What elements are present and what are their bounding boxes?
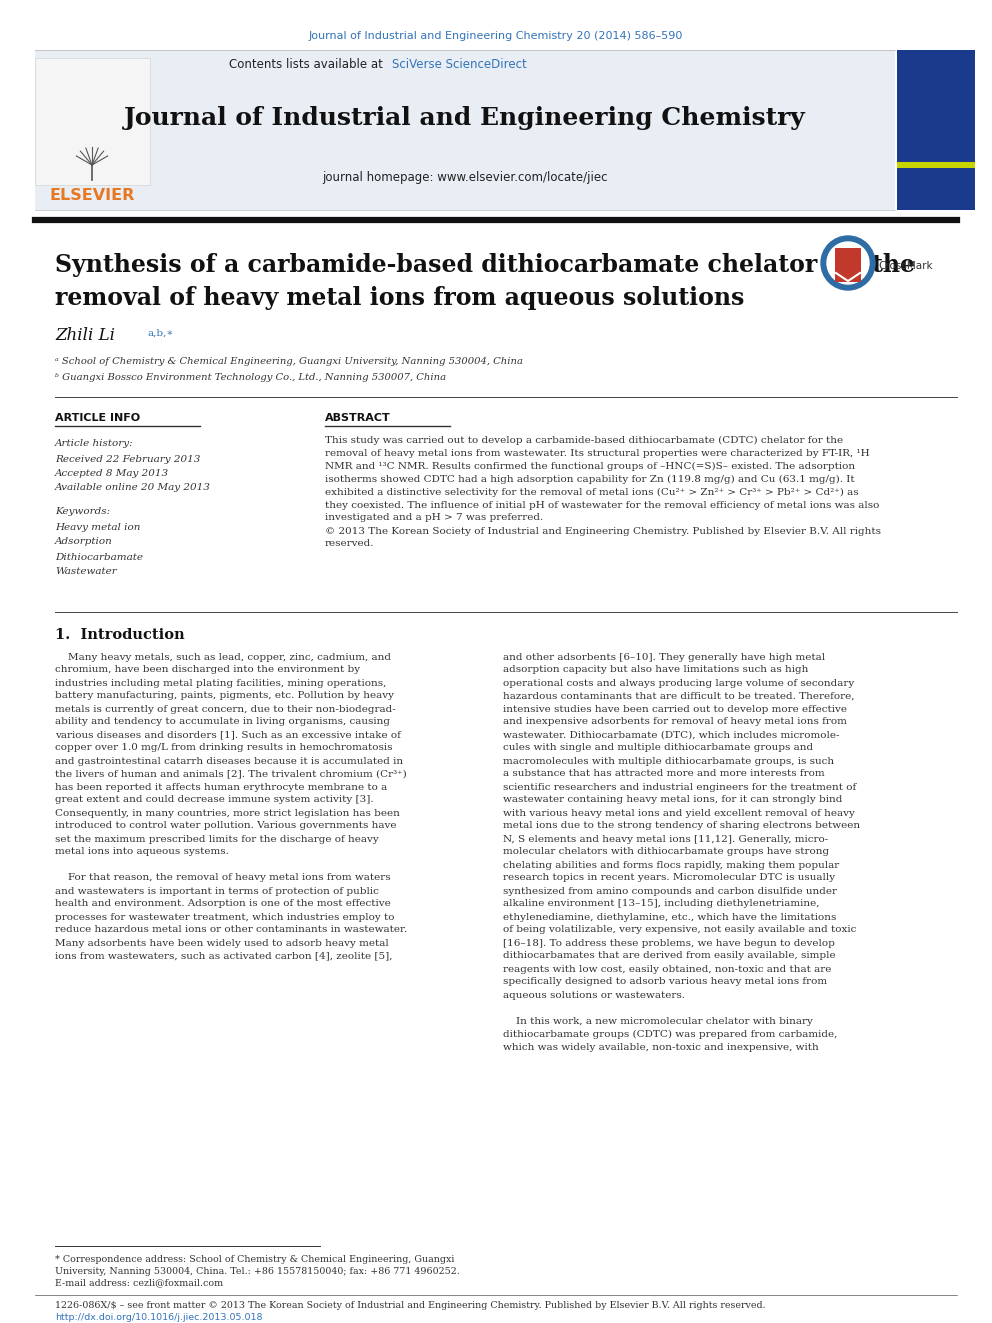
Text: University, Nanning 530004, China. Tel.: +86 15578150040; fax: +86 771 4960252.: University, Nanning 530004, China. Tel.:…	[55, 1266, 459, 1275]
Text: wastewater containing heavy metal ions, for it can strongly bind: wastewater containing heavy metal ions, …	[503, 795, 842, 804]
Text: SciVerse ScienceDirect: SciVerse ScienceDirect	[392, 58, 527, 71]
Text: and inexpensive adsorbents for removal of heavy metal ions from: and inexpensive adsorbents for removal o…	[503, 717, 847, 726]
Text: For that reason, the removal of heavy metal ions from waters: For that reason, the removal of heavy me…	[55, 873, 391, 882]
FancyBboxPatch shape	[897, 161, 975, 168]
Text: copper over 1.0 mg/L from drinking results in hemochromatosis: copper over 1.0 mg/L from drinking resul…	[55, 744, 393, 753]
Text: Zhili Li: Zhili Li	[55, 328, 115, 344]
Text: a,b,∗: a,b,∗	[148, 328, 175, 337]
Text: * Correspondence address: School of Chemistry & Chemical Engineering, Guangxi: * Correspondence address: School of Chem…	[55, 1254, 454, 1263]
Text: battery manufacturing, paints, pigments, etc. Pollution by heavy: battery manufacturing, paints, pigments,…	[55, 692, 394, 700]
Text: macromolecules with multiple dithiocarbamate groups, is such: macromolecules with multiple dithiocarba…	[503, 757, 834, 766]
Text: Adsorption: Adsorption	[55, 537, 113, 546]
Text: various diseases and disorders [1]. Such as an excessive intake of: various diseases and disorders [1]. Such…	[55, 730, 401, 740]
Text: [16–18]. To address these problems, we have begun to develop: [16–18]. To address these problems, we h…	[503, 938, 835, 947]
Text: aqueous solutions or wastewaters.: aqueous solutions or wastewaters.	[503, 991, 685, 999]
Text: specifically designed to adsorb various heavy metal ions from: specifically designed to adsorb various …	[503, 978, 827, 987]
Text: Received 22 February 2013: Received 22 February 2013	[55, 455, 200, 463]
Text: and other adsorbents [6–10]. They generally have high metal: and other adsorbents [6–10]. They genera…	[503, 652, 825, 662]
Text: they coexisted. The influence of initial pH of wastewater for the removal effici: they coexisted. The influence of initial…	[325, 500, 879, 509]
FancyBboxPatch shape	[35, 50, 895, 210]
Text: molecular chelators with dithiocarbamate groups have strong: molecular chelators with dithiocarbamate…	[503, 848, 829, 856]
Text: dithiocarbamate groups (CDTC) was prepared from carbamide,: dithiocarbamate groups (CDTC) was prepar…	[503, 1029, 837, 1039]
Text: ARTICLE INFO: ARTICLE INFO	[55, 413, 140, 423]
Text: removal of heavy metal ions from wastewater. Its structural properties were char: removal of heavy metal ions from wastewa…	[325, 448, 870, 458]
Text: research topics in recent years. Micromolecular DTC is usually: research topics in recent years. Micromo…	[503, 873, 835, 882]
Text: Accepted 8 May 2013: Accepted 8 May 2013	[55, 468, 169, 478]
Text: health and environment. Adsorption is one of the most effective: health and environment. Adsorption is on…	[55, 900, 391, 909]
Text: Available online 20 May 2013: Available online 20 May 2013	[55, 483, 211, 492]
Text: wastewater. Dithiocarbamate (DTC), which includes micromole-: wastewater. Dithiocarbamate (DTC), which…	[503, 730, 839, 740]
Text: a substance that has attracted more and more interests from: a substance that has attracted more and …	[503, 770, 824, 778]
Text: dithiocarbamates that are derived from easily available, simple: dithiocarbamates that are derived from e…	[503, 951, 835, 960]
Text: hazardous contaminants that are difficult to be treated. Therefore,: hazardous contaminants that are difficul…	[503, 692, 854, 700]
Text: Keywords:: Keywords:	[55, 508, 110, 516]
Text: reagents with low cost, easily obtained, non-toxic and that are: reagents with low cost, easily obtained,…	[503, 964, 831, 974]
Text: http://dx.doi.org/10.1016/j.jiec.2013.05.018: http://dx.doi.org/10.1016/j.jiec.2013.05…	[55, 1312, 263, 1322]
Text: Wastewater: Wastewater	[55, 568, 117, 577]
Text: E-mail address: cezli@foxmail.com: E-mail address: cezli@foxmail.com	[55, 1278, 223, 1287]
Text: intensive studies have been carried out to develop more effective: intensive studies have been carried out …	[503, 705, 847, 713]
Text: NMR and ¹³C NMR. Results confirmed the functional groups of –HNC(=S)S– existed. : NMR and ¹³C NMR. Results confirmed the f…	[325, 462, 855, 471]
FancyBboxPatch shape	[897, 50, 975, 210]
Text: ᵃ School of Chemistry & Chemical Engineering, Guangxi University, Nanning 530004: ᵃ School of Chemistry & Chemical Enginee…	[55, 357, 523, 366]
Text: ethylenediamine, diethylamine, etc., which have the limitations: ethylenediamine, diethylamine, etc., whi…	[503, 913, 836, 922]
Text: investigated and a pH > 7 was preferred.: investigated and a pH > 7 was preferred.	[325, 513, 544, 523]
Text: Article history:: Article history:	[55, 439, 134, 448]
Text: Journal of Industrial and Engineering Chemistry: Journal of Industrial and Engineering Ch…	[124, 106, 806, 130]
Text: scientific researchers and industrial engineers for the treatment of: scientific researchers and industrial en…	[503, 782, 856, 791]
FancyBboxPatch shape	[35, 58, 150, 185]
Text: adsorption capacity but also have limitations such as high: adsorption capacity but also have limita…	[503, 665, 808, 675]
Text: removal of heavy metal ions from aqueous solutions: removal of heavy metal ions from aqueous…	[55, 286, 744, 310]
Text: great extent and could decrease immune system activity [3].: great extent and could decrease immune s…	[55, 795, 374, 804]
Circle shape	[821, 235, 875, 290]
Text: ability and tendency to accumulate in living organisms, causing: ability and tendency to accumulate in li…	[55, 717, 390, 726]
Text: ᵇ Guangxi Bossco Environment Technology Co., Ltd., Nanning 530007, China: ᵇ Guangxi Bossco Environment Technology …	[55, 373, 446, 382]
Text: ions from wastewaters, such as activated carbon [4], zeolite [5],: ions from wastewaters, such as activated…	[55, 951, 393, 960]
Text: synthesized from amino compounds and carbon disulfide under: synthesized from amino compounds and car…	[503, 886, 837, 896]
Text: This study was carried out to develop a carbamide-based dithiocarbamate (CDTC) c: This study was carried out to develop a …	[325, 435, 843, 445]
Text: Dithiocarbamate: Dithiocarbamate	[55, 553, 143, 561]
Text: the livers of human and animals [2]. The trivalent chromium (Cr³⁺): the livers of human and animals [2]. The…	[55, 770, 407, 778]
Text: exhibited a distinctive selectivity for the removal of metal ions (Cu²⁺ > Zn²⁺ >: exhibited a distinctive selectivity for …	[325, 487, 859, 496]
Text: Heavy metal ion: Heavy metal ion	[55, 523, 141, 532]
Text: Consequently, in many countries, more strict legislation has been: Consequently, in many countries, more st…	[55, 808, 400, 818]
Text: chelating abilities and forms flocs rapidly, making them popular: chelating abilities and forms flocs rapi…	[503, 860, 839, 869]
Text: ABSTRACT: ABSTRACT	[325, 413, 391, 423]
Text: N, S elements and heavy metal ions [11,12]. Generally, micro-: N, S elements and heavy metal ions [11,1…	[503, 835, 828, 844]
Text: which was widely available, non-toxic and inexpensive, with: which was widely available, non-toxic an…	[503, 1043, 818, 1052]
Text: 1226-086X/$ – see front matter © 2013 The Korean Society of Industrial and Engin: 1226-086X/$ – see front matter © 2013 Th…	[55, 1301, 766, 1310]
Text: In this work, a new micromolecular chelator with binary: In this work, a new micromolecular chela…	[503, 1016, 812, 1025]
Text: Contents lists available at: Contents lists available at	[228, 58, 390, 71]
Text: Many heavy metals, such as lead, copper, zinc, cadmium, and: Many heavy metals, such as lead, copper,…	[55, 652, 391, 662]
Text: and gastrointestinal catarrh diseases because it is accumulated in: and gastrointestinal catarrh diseases be…	[55, 757, 403, 766]
Text: 1.  Introduction: 1. Introduction	[55, 628, 185, 642]
Text: CrossMark: CrossMark	[878, 261, 932, 271]
Text: cules with single and multiple dithiocarbamate groups and: cules with single and multiple dithiocar…	[503, 744, 813, 753]
Text: set the maximum prescribed limits for the discharge of heavy: set the maximum prescribed limits for th…	[55, 835, 379, 844]
Text: © 2013 The Korean Society of Industrial and Engineering Chemistry. Published by : © 2013 The Korean Society of Industrial …	[325, 527, 881, 536]
Text: operational costs and always producing large volume of secondary: operational costs and always producing l…	[503, 679, 854, 688]
Text: reserved.: reserved.	[325, 540, 375, 549]
Text: introduced to control water pollution. Various governments have: introduced to control water pollution. V…	[55, 822, 397, 831]
Text: ELSEVIER: ELSEVIER	[50, 188, 135, 202]
Text: of being volatilizable, very expensive, not easily available and toxic: of being volatilizable, very expensive, …	[503, 926, 856, 934]
Text: journal homepage: www.elsevier.com/locate/jiec: journal homepage: www.elsevier.com/locat…	[322, 172, 608, 184]
Text: chromium, have been discharged into the environment by: chromium, have been discharged into the …	[55, 665, 360, 675]
Text: alkaline environment [13–15], including diethylenetriamine,: alkaline environment [13–15], including …	[503, 900, 819, 909]
Text: Synthesis of a carbamide-based dithiocarbamate chelator for the: Synthesis of a carbamide-based dithiocar…	[55, 253, 915, 277]
Text: metal ions into aqueous systems.: metal ions into aqueous systems.	[55, 848, 229, 856]
Text: with various heavy metal ions and yield excellent removal of heavy: with various heavy metal ions and yield …	[503, 808, 855, 818]
Text: metals is currently of great concern, due to their non-biodegrad-: metals is currently of great concern, du…	[55, 705, 396, 713]
FancyBboxPatch shape	[835, 247, 861, 282]
Text: Many adsorbents have been widely used to adsorb heavy metal: Many adsorbents have been widely used to…	[55, 938, 389, 947]
Text: has been reported it affects human erythrocyte membrane to a: has been reported it affects human eryth…	[55, 782, 387, 791]
Text: and wastewaters is important in terms of protection of public: and wastewaters is important in terms of…	[55, 886, 379, 896]
Text: reduce hazardous metal ions or other contaminants in wastewater.: reduce hazardous metal ions or other con…	[55, 926, 407, 934]
Text: isotherms showed CDTC had a high adsorption capability for Zn (119.8 mg/g) and C: isotherms showed CDTC had a high adsorpt…	[325, 475, 855, 484]
Text: metal ions due to the strong tendency of sharing electrons between: metal ions due to the strong tendency of…	[503, 822, 860, 831]
Text: Journal of Industrial and Engineering Chemistry 20 (2014) 586–590: Journal of Industrial and Engineering Ch…	[309, 30, 683, 41]
Text: industries including metal plating facilities, mining operations,: industries including metal plating facil…	[55, 679, 386, 688]
Circle shape	[827, 242, 869, 284]
Text: processes for wastewater treatment, which industries employ to: processes for wastewater treatment, whic…	[55, 913, 395, 922]
